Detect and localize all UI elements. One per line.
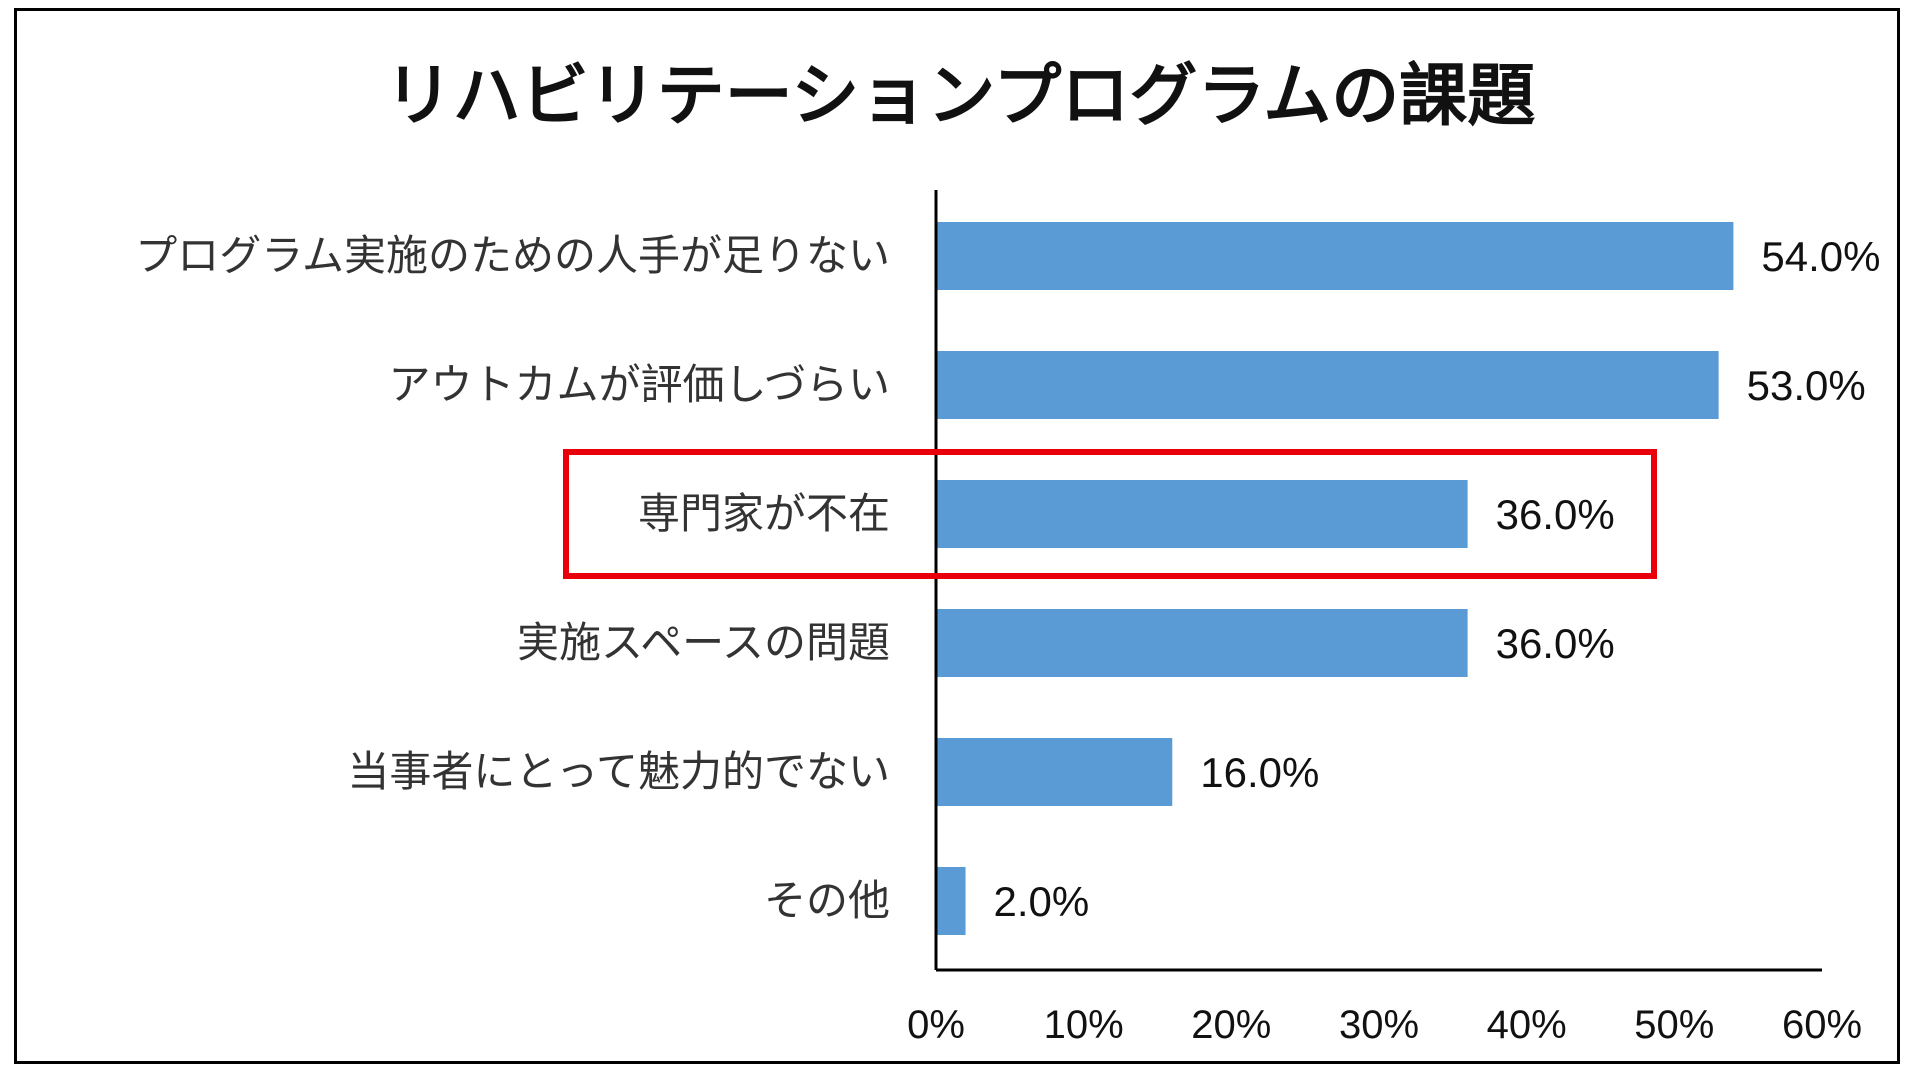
- category-label: 実施スペースの問題: [517, 618, 890, 667]
- data-label: 2.0%: [994, 878, 1090, 925]
- x-tick-label: 30%: [1339, 1003, 1419, 1047]
- category-label: プログラム実施のための人手が足りない: [135, 231, 890, 280]
- bar: [936, 609, 1468, 677]
- data-label: 54.0%: [1761, 233, 1880, 280]
- bar: [936, 480, 1468, 548]
- x-tick-label: 0%: [907, 1003, 965, 1047]
- x-tick-label: 60%: [1782, 1003, 1862, 1047]
- x-tick-label: 40%: [1487, 1003, 1567, 1047]
- bar: [936, 738, 1173, 806]
- category-label: その他: [764, 876, 890, 925]
- x-tick-label: 10%: [1044, 1003, 1124, 1047]
- data-label: 36.0%: [1496, 620, 1615, 667]
- data-label: 16.0%: [1200, 749, 1319, 796]
- data-label: 53.0%: [1747, 362, 1866, 409]
- bar: [936, 867, 966, 935]
- x-tick-label: 50%: [1634, 1003, 1714, 1047]
- category-label: アウトカムが評価しづらい: [389, 360, 890, 409]
- highlight-box: [563, 449, 1657, 579]
- category-label: 専門家が不在: [638, 489, 890, 538]
- bar: [936, 351, 1719, 419]
- chart-title: リハビリテーションプログラムの課題: [384, 57, 1536, 136]
- bar: [936, 222, 1734, 290]
- category-label: 当事者にとって魅力的でない: [347, 747, 890, 796]
- x-tick-label: 20%: [1191, 1003, 1271, 1047]
- data-label: 36.0%: [1496, 491, 1615, 538]
